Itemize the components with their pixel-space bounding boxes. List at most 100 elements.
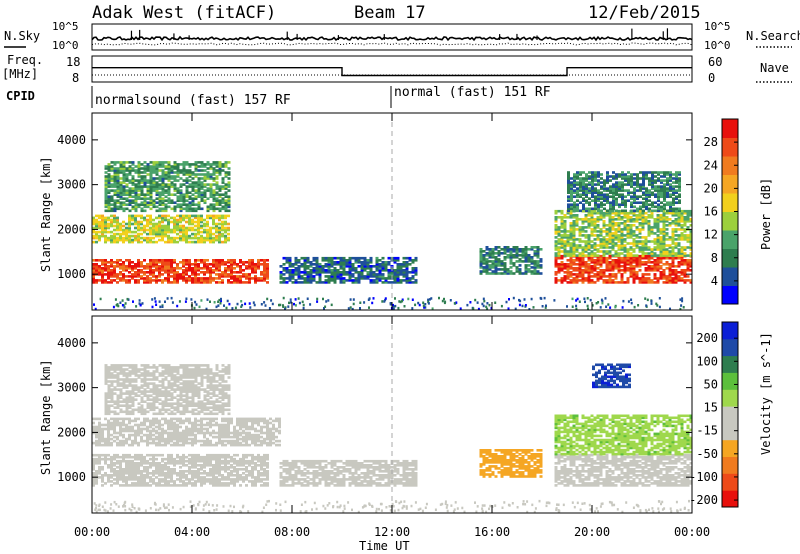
data-cell <box>137 273 140 276</box>
data-cell <box>179 224 182 228</box>
data-cell <box>104 240 107 244</box>
data-cell <box>212 455 215 459</box>
data-cell <box>176 214 179 218</box>
data-cell <box>227 275 230 278</box>
data-cell <box>224 263 227 266</box>
data-cell <box>191 240 194 244</box>
data-cell <box>599 250 603 253</box>
data-cell <box>122 457 125 461</box>
data-cell <box>647 220 651 223</box>
data-cell <box>570 195 573 198</box>
data-cell <box>597 191 600 194</box>
data-cell <box>170 199 174 202</box>
data-cell <box>107 226 110 230</box>
data-cell <box>348 267 352 270</box>
data-cell <box>200 267 203 270</box>
data-cell <box>324 279 328 282</box>
data-cell <box>633 173 636 176</box>
data-cell <box>101 216 104 220</box>
data-cell <box>119 470 122 473</box>
data-cell <box>575 267 579 270</box>
data-cell <box>566 254 570 257</box>
data-cell <box>557 232 561 235</box>
data-cell <box>596 224 600 227</box>
data-cell <box>560 236 564 239</box>
data-cell <box>203 476 206 479</box>
data-cell <box>608 269 612 272</box>
data-cell <box>110 476 113 479</box>
data-cell <box>137 161 141 164</box>
data-cell <box>128 261 131 264</box>
data-cell <box>563 279 567 282</box>
data-cell <box>239 259 242 262</box>
data-cell <box>161 218 164 222</box>
data-cell <box>614 238 618 241</box>
data-cell <box>575 299 578 302</box>
data-cell <box>161 472 164 475</box>
data-cell <box>143 271 146 274</box>
data-cell <box>606 197 609 200</box>
data-cell <box>104 203 108 206</box>
data-cell <box>617 240 621 243</box>
data-cell <box>620 232 624 235</box>
data-cell <box>218 207 222 211</box>
data-cell <box>146 267 149 270</box>
data-cell <box>644 261 648 264</box>
data-cell <box>485 260 489 263</box>
data-cell <box>360 269 364 272</box>
data-cell <box>149 238 152 242</box>
data-cell <box>218 482 221 485</box>
data-cell <box>92 216 95 220</box>
data-cell <box>116 171 120 174</box>
data-cell <box>441 299 444 303</box>
data-cell <box>602 224 606 227</box>
data-cell <box>633 205 636 209</box>
data-cell <box>182 228 185 232</box>
data-cell <box>566 281 570 284</box>
data-cell <box>110 474 113 477</box>
data-cell <box>173 273 176 276</box>
data-cell <box>566 230 570 233</box>
data-cell <box>119 279 122 282</box>
data-cell <box>672 193 675 196</box>
data-cell <box>212 214 215 218</box>
data-cell <box>188 466 191 469</box>
data-cell <box>128 462 131 465</box>
data-cell <box>140 207 144 211</box>
data-cell <box>233 267 236 270</box>
data-cell <box>239 261 242 264</box>
data-cell <box>212 482 215 485</box>
data-cell <box>650 256 654 260</box>
data-cell <box>656 267 660 270</box>
data-cell <box>339 279 343 282</box>
data-cell <box>345 271 349 274</box>
data-cell <box>137 205 141 209</box>
data-cell <box>158 484 161 487</box>
data-cell <box>591 175 594 178</box>
data-cell <box>194 300 197 304</box>
data-cell <box>197 478 200 481</box>
data-cell <box>188 169 192 172</box>
data-cell <box>582 187 585 190</box>
data-cell <box>557 238 561 241</box>
data-cell <box>113 238 116 242</box>
data-cell <box>357 281 361 284</box>
data-cell <box>599 246 603 249</box>
data-cell <box>212 470 215 473</box>
data-cell <box>179 228 182 232</box>
data-cell <box>662 240 666 243</box>
data-cell <box>179 484 182 487</box>
data-cell <box>131 464 134 467</box>
data-cell <box>116 259 119 262</box>
data-cell <box>143 179 147 182</box>
data-cell <box>122 191 126 194</box>
data-cell <box>689 252 693 255</box>
data-cell <box>635 265 639 268</box>
data-cell <box>623 222 627 225</box>
data-cell <box>578 238 582 241</box>
data-cell <box>675 179 678 182</box>
data-cell <box>155 267 158 270</box>
data-cell <box>672 187 675 190</box>
data-cell <box>672 181 675 184</box>
data-cell <box>134 478 137 481</box>
